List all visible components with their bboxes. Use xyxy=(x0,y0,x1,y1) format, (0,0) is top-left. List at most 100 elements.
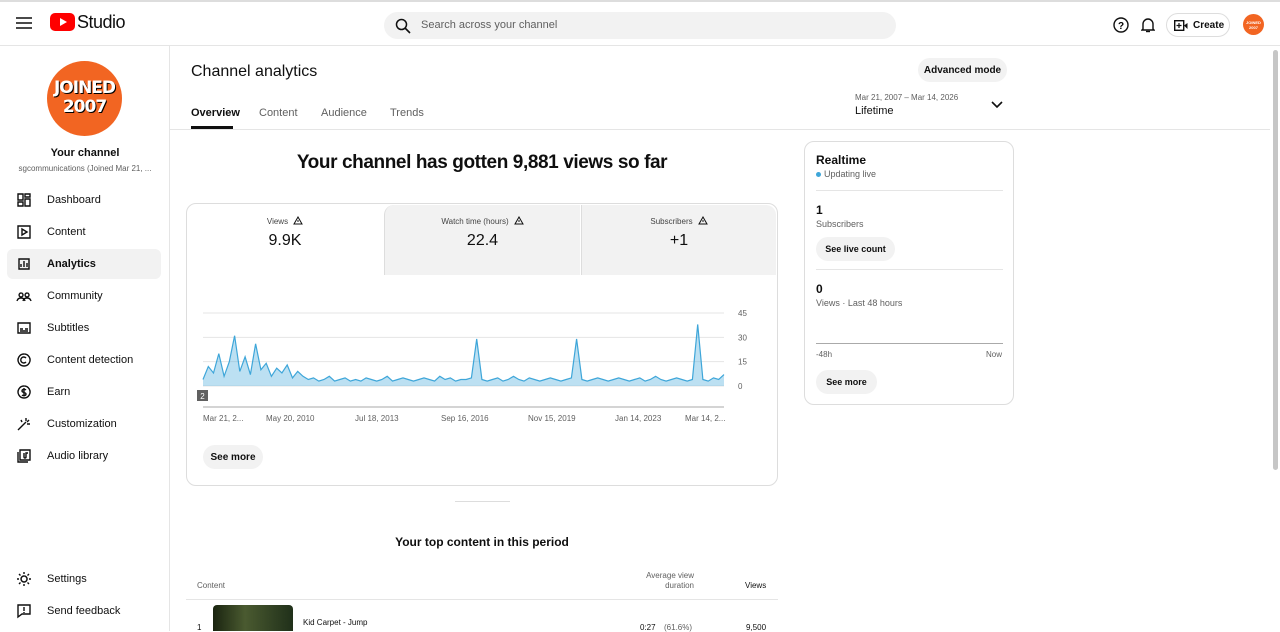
channel-name: sgcommunications (Joined Mar 21, ... xyxy=(18,164,152,173)
date-range[interactable]: Mar 21, 2007 – Mar 14, 2026 xyxy=(855,93,959,102)
advanced-mode-button[interactable]: Advanced mode xyxy=(918,58,1007,82)
icon-path xyxy=(697,215,708,225)
icon-path xyxy=(17,418,30,431)
nav-label: Customization xyxy=(47,418,117,430)
logo-text[interactable]: Studio xyxy=(77,12,126,32)
live-count-button[interactable]: See live count xyxy=(816,237,895,261)
notifications-icon[interactable] xyxy=(1141,17,1155,33)
headline: Your channel has gotten 9,881 views so f… xyxy=(296,152,668,173)
icon-path xyxy=(16,292,32,302)
tab[interactable]: Overview xyxy=(191,107,240,119)
avatar-text: 2007 xyxy=(62,97,107,117)
icon-path xyxy=(293,215,303,225)
metric-tab[interactable]: Subscribers +1 xyxy=(581,205,776,275)
page-title: Channel analytics xyxy=(191,63,318,80)
nav-item[interactable]: Dashboard xyxy=(7,185,161,215)
views-area xyxy=(203,324,724,386)
nav-label: Content detection xyxy=(47,354,134,366)
nav-icon xyxy=(17,353,31,367)
tab[interactable]: Audience xyxy=(321,107,367,119)
account-avatar[interactable]: JOINED 2007 xyxy=(1243,14,1264,35)
metric-value: 9.9K xyxy=(268,232,302,249)
badge-label: 2 xyxy=(200,392,205,401)
divider xyxy=(186,599,778,600)
see-more-button[interactable]: See more xyxy=(816,370,877,394)
nav-icon xyxy=(17,385,31,399)
icon-path xyxy=(17,353,31,367)
menu-icon[interactable] xyxy=(16,16,32,30)
nav-icon xyxy=(16,292,32,302)
badge xyxy=(197,390,208,401)
icon-path xyxy=(17,193,31,207)
nav-icon xyxy=(18,258,30,270)
metric-label-text: Subscribers xyxy=(650,217,693,226)
dropdown-icon[interactable] xyxy=(991,101,1003,110)
nav-item[interactable]: Content detection xyxy=(7,345,161,375)
realtime-axis xyxy=(816,343,1003,344)
video-thumbnail[interactable] xyxy=(213,605,293,631)
warning-icon xyxy=(697,215,708,225)
metric-label-text: Watch time (hours) xyxy=(441,217,509,226)
nav-icon xyxy=(17,322,31,334)
nav-item[interactable]: Subtitles xyxy=(7,313,161,343)
nav-label: Settings xyxy=(47,573,87,585)
see-more-button[interactable]: See more xyxy=(203,445,263,469)
period[interactable]: Lifetime xyxy=(855,105,894,117)
avatar-text: 2007 xyxy=(1249,25,1258,30)
create-button[interactable]: Create xyxy=(1166,13,1230,37)
tab[interactable]: Content xyxy=(259,107,298,119)
nav-label: Earn xyxy=(47,386,71,398)
nav-item[interactable]: Send feedback xyxy=(7,596,161,626)
x-tick-label: Jan 14, 2023 xyxy=(615,414,662,423)
nav-item[interactable]: Customization xyxy=(7,409,161,439)
views-line xyxy=(202,324,725,382)
tab-divider xyxy=(170,129,1270,130)
x-tick-label: Nov 15, 2019 xyxy=(528,414,576,423)
realtime-title: Realtime xyxy=(816,153,867,167)
icon-path xyxy=(17,449,31,463)
avatar-text: JOINED xyxy=(53,78,116,98)
help-icon[interactable]: ? xyxy=(1113,17,1129,33)
icon-path xyxy=(513,215,524,225)
metric-label: Views xyxy=(187,215,383,226)
y-tick-label: 45 xyxy=(738,309,747,318)
search-icon xyxy=(395,18,411,34)
nav-icon xyxy=(17,449,31,463)
header: Studio Search across your channel ? Crea… xyxy=(0,0,1280,46)
nav-item[interactable]: Analytics xyxy=(7,249,161,279)
y-tick-label: 15 xyxy=(738,358,747,367)
logo-icon[interactable] xyxy=(50,13,75,31)
subscribers-value: 1 xyxy=(816,203,823,217)
metric-value: 22.4 xyxy=(466,232,499,249)
nav-item[interactable]: Earn xyxy=(7,377,161,407)
top-content-title: Your top content in this period xyxy=(395,535,569,549)
nav-icon xyxy=(17,572,31,586)
nav-label: Audio library xyxy=(47,450,109,462)
nav-label: Content xyxy=(47,226,86,238)
realtime-card: Realtime Updating live 1 Subscribers See… xyxy=(804,141,1014,405)
x-tick-label: Jul 18, 2013 xyxy=(355,414,399,423)
overview-card xyxy=(186,203,778,486)
metric-tab[interactable]: Views 9.9K xyxy=(187,205,383,275)
search-box[interactable]: Search across your channel xyxy=(384,12,896,39)
nav-icon xyxy=(17,225,31,239)
create-label: Create xyxy=(1193,20,1225,31)
scrollbar[interactable] xyxy=(1273,50,1278,470)
metric-tab[interactable]: Watch time (hours) 22.4 xyxy=(384,205,580,275)
x-tick-label: Mar 21, 2... xyxy=(203,414,243,423)
nav-item[interactable]: Community xyxy=(7,281,161,311)
icon-path xyxy=(17,572,31,586)
nav-item[interactable]: Content xyxy=(7,217,161,247)
nav-icon xyxy=(17,418,30,431)
y-tick-label: 30 xyxy=(738,333,747,342)
video-title[interactable]: Kid Carpet - Jump xyxy=(303,618,368,627)
nav-item[interactable]: Settings xyxy=(7,564,161,594)
metric-label: Watch time (hours) xyxy=(385,215,580,226)
views-value: 0 xyxy=(816,282,823,296)
tab[interactable]: Trends xyxy=(390,107,424,119)
channel-avatar[interactable]: JOINED 2007 xyxy=(47,61,122,136)
icon-path xyxy=(18,258,30,270)
nav-item[interactable]: Audio library xyxy=(7,441,161,471)
warning-icon xyxy=(513,215,524,225)
axis-label: -48h xyxy=(816,350,833,359)
